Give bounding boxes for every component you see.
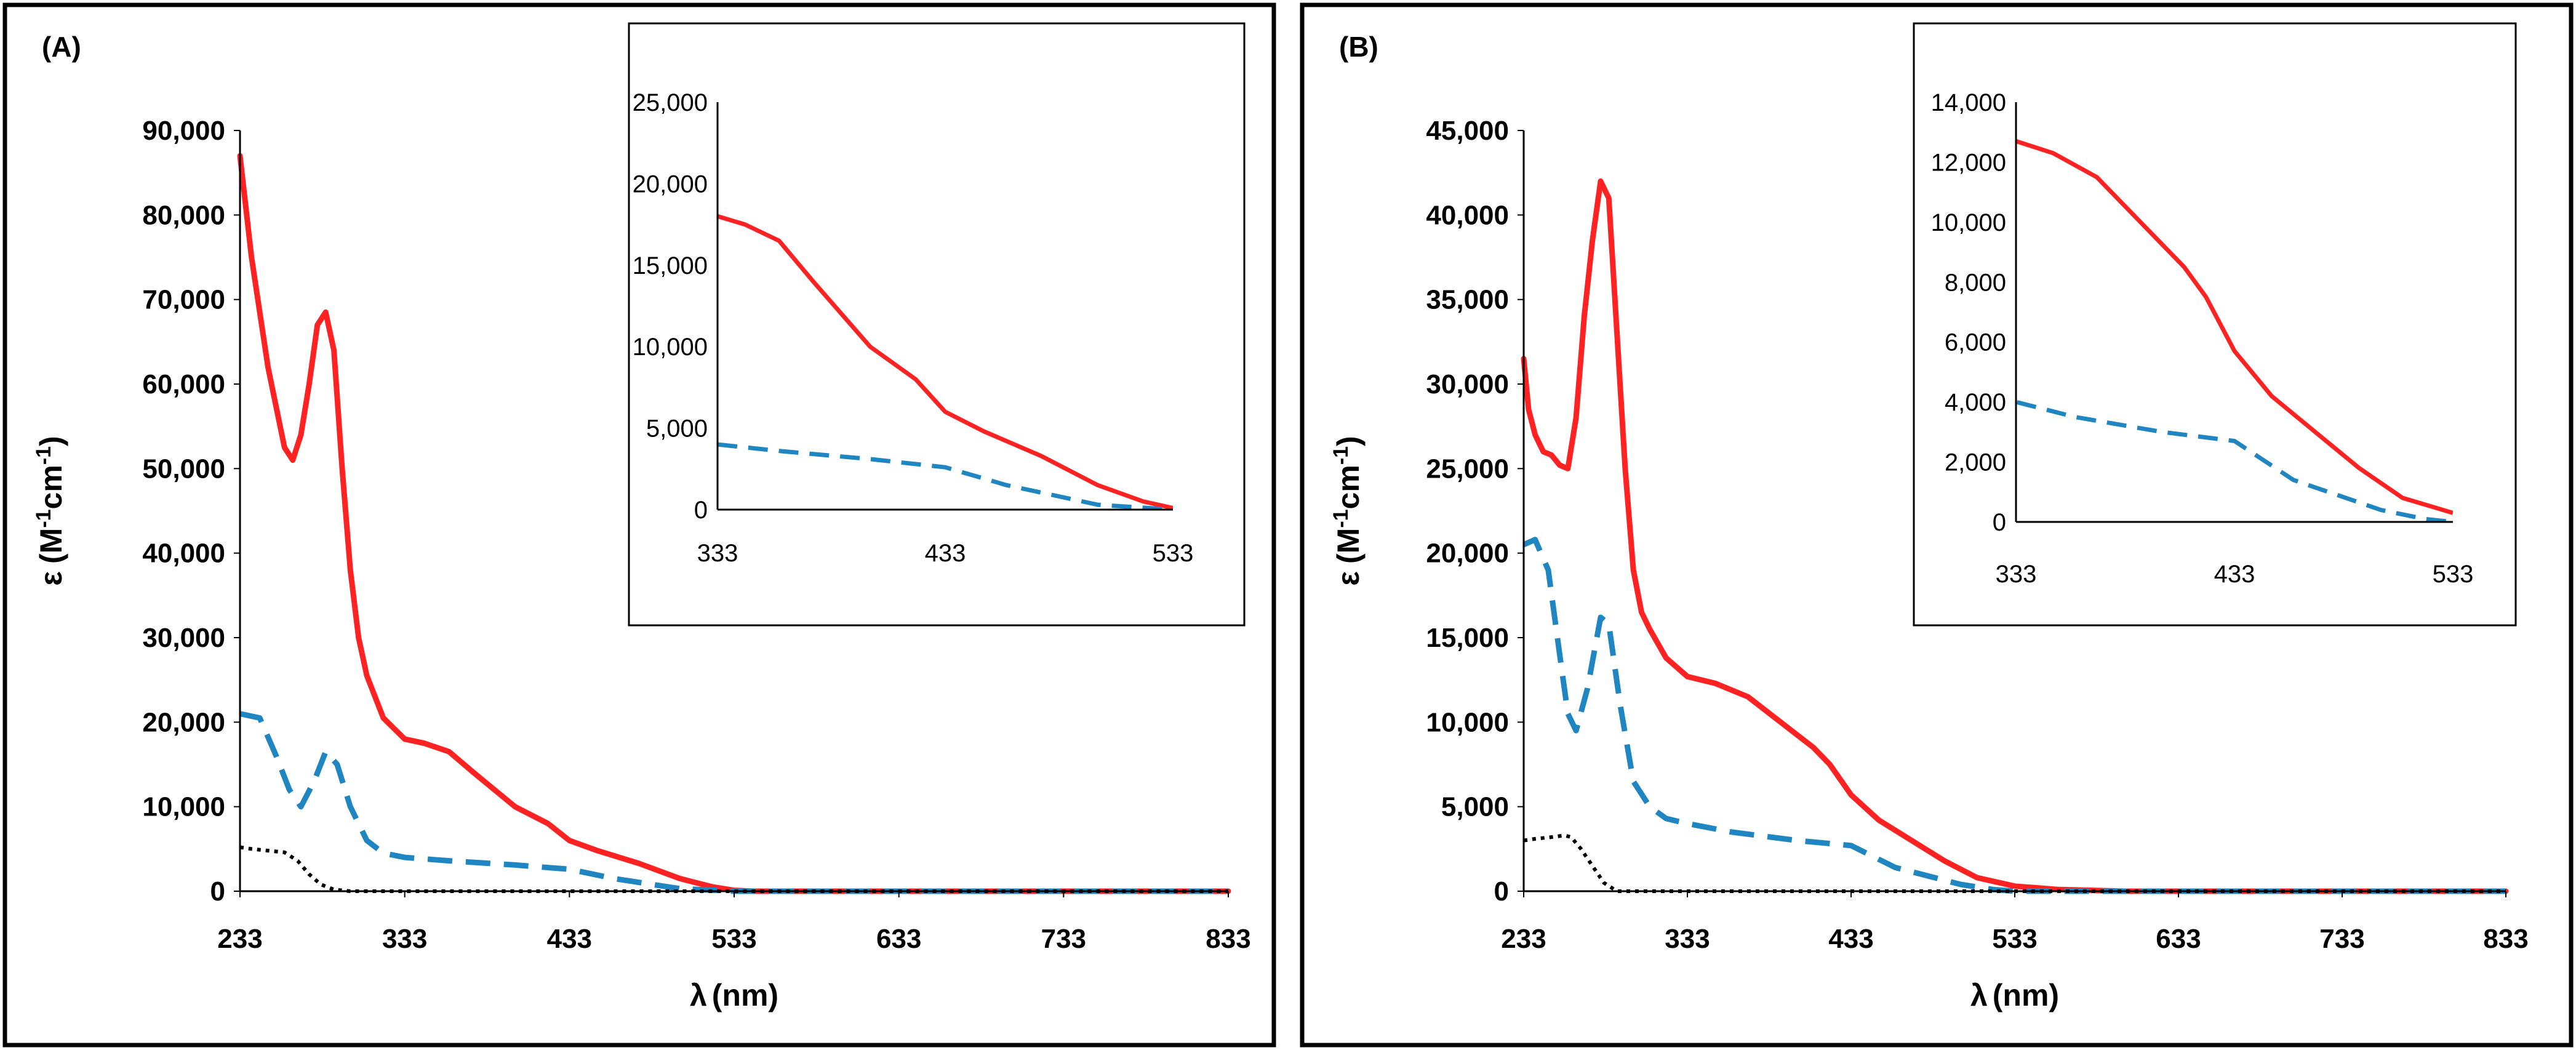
inset-y-tick-label: 10,000 (633, 334, 708, 361)
y-tick-label: 80,000 (142, 200, 225, 230)
x-tick-label: 333 (382, 924, 427, 954)
y-axis-title-symbol: ε (1331, 571, 1366, 586)
inset-y-tick-label: 4,000 (1945, 389, 2006, 416)
y-tick-label: 20,000 (1426, 539, 1509, 569)
y-axis-title-superscript-2: -1 (32, 446, 55, 465)
inset-y-tick-label: 14,000 (1931, 89, 2006, 116)
y-axis-title-superscript-1: -1 (32, 509, 55, 527)
y-axis-title: ε(M-1cm-1) (1329, 436, 1366, 585)
panel-label: (B) (1339, 31, 1378, 63)
x-tick-label: 333 (1665, 924, 1710, 954)
series-line-blue-dashed (1522, 537, 2506, 894)
x-tick-label: 633 (2156, 924, 2201, 954)
y-axis-title-suffix: ) (34, 436, 68, 446)
y-tick-label: 40,000 (142, 539, 225, 569)
inset-series-line-blue-dashed (2016, 399, 2453, 522)
y-axis-title-middle: cm (34, 465, 68, 509)
y-tick-label: 0 (210, 876, 225, 907)
inset-series-line-blue-dashed (718, 442, 1173, 510)
x-axis-title-unit: (nm) (1993, 978, 2059, 1012)
y-tick-label: 10,000 (1426, 707, 1509, 737)
inset-y-tick-label: 5,000 (646, 415, 708, 443)
x-tick-label: 233 (217, 924, 262, 954)
y-tick-label: 35,000 (1426, 285, 1509, 315)
inset-chart: 0 5,000 10,000 15,000 20,000 25,000 333 433 533 (628, 22, 1246, 627)
inset-y-tick-label: 12,000 (1931, 149, 2006, 176)
x-axis-title: λ (nm) (1970, 978, 2059, 1012)
inset-y-tick-label: 0 (694, 497, 708, 524)
x-tick-label: 433 (547, 924, 592, 954)
x-tick-label: 233 (1501, 924, 1546, 954)
y-tick-label: 30,000 (1426, 369, 1509, 399)
y-tick-label: 10,000 (142, 792, 225, 822)
chart-panel-b: (B) 0 5,000 10,000 15,000 20,000 25,000 30,000 3… (1300, 2, 2574, 1048)
inset-frame (628, 22, 1246, 627)
y-tick-label: 90,000 (142, 116, 225, 146)
y-tick-label: 60,000 (142, 369, 225, 399)
y-tick-label: 5,000 (1441, 792, 1509, 822)
y-axis-title-symbol: ε (34, 571, 68, 586)
inset-x-tick-label: 333 (1996, 561, 2037, 588)
y-tick-label: 45,000 (1426, 116, 1509, 146)
inset-frame (1913, 22, 2517, 627)
x-axis-title-unit: (nm) (712, 978, 778, 1012)
x-tick-label: 733 (2319, 924, 2364, 954)
x-tick-label: 733 (1041, 924, 1086, 954)
x-tick-label: 533 (711, 924, 756, 954)
inset-x-tick-label: 333 (697, 540, 738, 567)
series-line-blue-dashed (239, 711, 1228, 894)
inset-y-tick-label: 20,000 (633, 170, 708, 198)
series-line-black-dotted (1523, 833, 2506, 893)
inset-y-tick-label: 0 (1993, 509, 2006, 536)
y-tick-label: 20,000 (142, 707, 225, 737)
inset-series-line-red-solid (718, 212, 1173, 510)
y-axis-title-prefix: (M (34, 528, 68, 564)
inset-x-tick-label: 433 (925, 540, 966, 567)
y-tick-label: 15,000 (1426, 623, 1509, 653)
x-tick-label: 433 (1828, 924, 1873, 954)
panel-label: (A) (42, 31, 81, 63)
y-axis-title-middle: cm (1331, 465, 1366, 509)
series-line-red-solid (237, 153, 1231, 894)
inset-chart: 0 2,000 4,000 6,000 8,000 10,000 12,000 14,000 3… (1913, 22, 2517, 627)
x-tick-label: 833 (1206, 924, 1250, 954)
y-tick-label: 70,000 (142, 285, 225, 315)
y-axis-title-superscript-1: -1 (1329, 509, 1353, 527)
inset-y-tick-label: 2,000 (1945, 449, 2006, 476)
inset-y-tick-label: 10,000 (1931, 209, 2006, 236)
y-axis-title-superscript-2: -1 (1329, 446, 1353, 465)
inset-y-tick-label: 6,000 (1945, 329, 2006, 356)
inset-x-tick-label: 533 (2433, 561, 2474, 588)
y-tick-label: 25,000 (1426, 454, 1509, 484)
inset-series-line-red-solid (2016, 137, 2453, 515)
y-axis-title: ε(M-1cm-1) (32, 436, 68, 585)
x-tick-label: 833 (2483, 924, 2528, 954)
x-tick-label: 533 (1992, 924, 2037, 954)
y-tick-label: 50,000 (142, 454, 225, 484)
series-line-black-dotted (239, 845, 1228, 893)
y-axis-title-prefix: (M (1331, 528, 1366, 564)
x-axis-title: λ (nm) (690, 978, 778, 1012)
y-tick-label: 30,000 (142, 623, 225, 653)
x-axis-title-symbol: λ (690, 978, 707, 1012)
y-tick-label: 40,000 (1426, 200, 1509, 230)
inset-y-tick-label: 15,000 (633, 252, 708, 279)
series-line-red-solid (1521, 178, 2509, 894)
x-tick-label: 633 (876, 924, 921, 954)
inset-y-tick-label: 8,000 (1945, 269, 2006, 296)
y-tick-label: 0 (1494, 876, 1509, 907)
inset-x-tick-label: 433 (2214, 561, 2255, 588)
inset-x-tick-label: 533 (1153, 540, 1194, 567)
x-axis-title-symbol: λ (1970, 978, 1988, 1012)
inset-y-tick-label: 25,000 (633, 89, 708, 116)
y-axis-title-suffix: ) (1331, 436, 1366, 446)
chart-panel-a: (A) 0 10,000 20,000 30,000 40,000 50,000 60,000… (2, 2, 1276, 1048)
